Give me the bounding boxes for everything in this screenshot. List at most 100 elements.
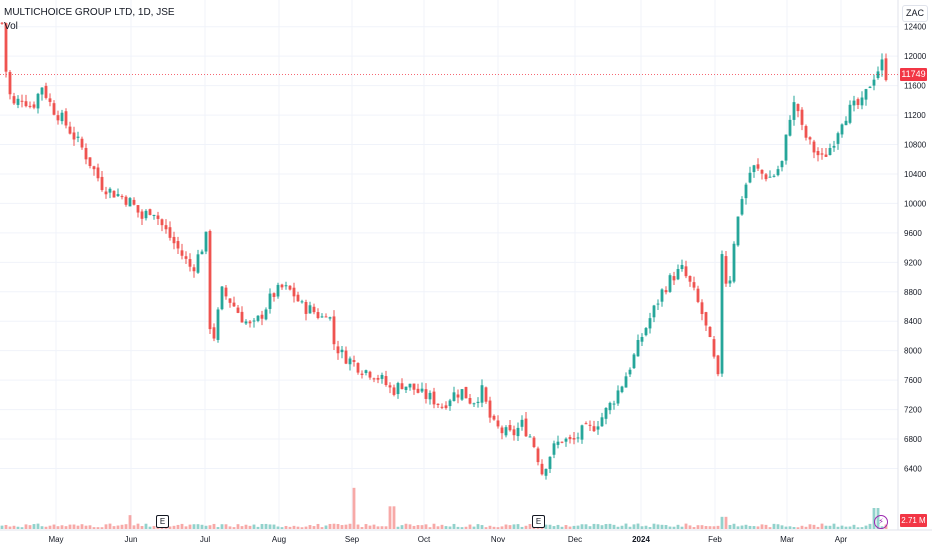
- candle: [244, 319, 248, 325]
- volume-bar: [804, 526, 808, 529]
- volume-bar: [308, 525, 312, 529]
- candle: [132, 197, 136, 206]
- volume-bar: [520, 526, 524, 529]
- volume-bar: [456, 526, 460, 529]
- candle: [292, 282, 296, 303]
- volume-bar: [496, 527, 500, 529]
- volume-bar: [580, 524, 584, 529]
- candle: [372, 377, 376, 383]
- volume-bar: [184, 526, 188, 529]
- candle: [496, 415, 500, 429]
- candle: [772, 174, 776, 178]
- candle: [540, 459, 544, 476]
- volume-bar: [764, 524, 768, 529]
- volume-bar: [288, 526, 292, 529]
- volume-bar: [556, 524, 560, 529]
- volume-bar: [820, 523, 824, 529]
- volume-bar: [364, 524, 368, 529]
- candle: [448, 398, 452, 411]
- candle: [88, 157, 92, 169]
- candle: [728, 276, 732, 288]
- price-tick-label: 6400: [904, 464, 922, 473]
- candle: [0, 22, 4, 25]
- price-tick-label: 11200: [904, 111, 926, 120]
- volume-bar: [424, 524, 428, 529]
- symbol-title[interactable]: MULTICHOICE GROUP LTD, 1D, JSE: [4, 7, 175, 18]
- candle: [788, 115, 792, 137]
- volume-bar: [848, 526, 852, 529]
- candle: [844, 116, 848, 126]
- candle: [556, 435, 560, 449]
- candle: [700, 299, 704, 321]
- candle: [312, 303, 316, 315]
- volume-bar: [780, 525, 784, 529]
- volume-bar: [552, 526, 556, 529]
- volume-bar: [576, 525, 580, 529]
- candle: [464, 386, 468, 399]
- earnings-marker[interactable]: E: [532, 515, 545, 528]
- lightning-icon[interactable]: ⚡: [874, 515, 888, 529]
- volume-bar: [712, 526, 716, 529]
- candle: [120, 194, 124, 200]
- candle: [148, 208, 152, 216]
- volume-bar: [768, 527, 772, 529]
- volume-bar: [788, 526, 792, 529]
- volume-bar: [200, 524, 204, 529]
- volume-bar: [592, 523, 596, 529]
- candle: [832, 140, 836, 152]
- volume-bar: [872, 508, 876, 529]
- candle: [396, 381, 400, 399]
- candle: [624, 372, 628, 388]
- volume-bar: [276, 526, 280, 529]
- candle: [696, 285, 700, 304]
- candle: [544, 468, 548, 480]
- candle: [672, 271, 676, 286]
- candle: [740, 196, 744, 216]
- volume-bar: [392, 506, 396, 529]
- time-tick-label: Jun: [125, 535, 138, 544]
- volume-bar: [744, 524, 748, 529]
- candle: [684, 260, 688, 279]
- candle: [92, 165, 96, 176]
- candle: [736, 216, 740, 247]
- volume-bar: [132, 525, 136, 529]
- volume-bar: [396, 526, 400, 529]
- candle: [456, 389, 460, 404]
- volume-bar: [32, 524, 36, 529]
- candle: [708, 326, 712, 338]
- volume-bar: [204, 525, 208, 529]
- currency-button[interactable]: ZAC: [902, 5, 928, 22]
- candle: [520, 415, 524, 431]
- volume-bar: [692, 527, 696, 529]
- candle: [60, 109, 64, 125]
- volume-bar: [524, 525, 528, 529]
- earnings-marker[interactable]: E: [156, 515, 169, 528]
- candle: [460, 389, 464, 401]
- volume-bar: [148, 526, 152, 529]
- candle: [816, 147, 820, 162]
- volume-bar: [464, 526, 468, 529]
- candle: [424, 383, 428, 404]
- volume-bar: [324, 525, 328, 529]
- candle: [492, 414, 496, 421]
- volume-bar: [796, 527, 800, 529]
- candle: [336, 340, 340, 360]
- volume-bar: [248, 525, 252, 529]
- volume-bar: [672, 526, 676, 529]
- candle: [428, 390, 432, 405]
- price-tick-label: 8800: [904, 288, 922, 297]
- candle: [824, 148, 828, 158]
- candle: [412, 383, 416, 395]
- candle: [176, 236, 180, 254]
- volume-bar: [512, 524, 516, 529]
- volume-bar: [384, 526, 388, 529]
- volume-bar: [868, 523, 872, 529]
- volume-bar: [636, 523, 640, 529]
- candle: [160, 218, 164, 232]
- volume-bar: [840, 525, 844, 529]
- volume-indicator-label[interactable]: Vol: [4, 21, 18, 32]
- candle: [416, 383, 420, 394]
- candle: [536, 446, 540, 466]
- candle: [680, 259, 684, 272]
